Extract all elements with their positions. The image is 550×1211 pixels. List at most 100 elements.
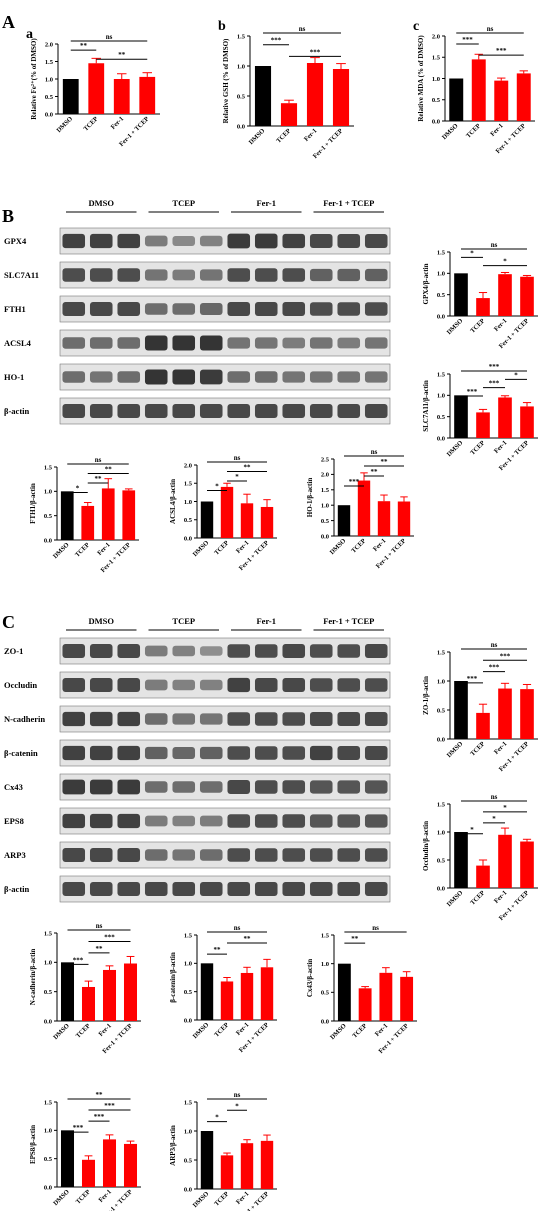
x-tick-label: DMSO: [192, 1021, 211, 1040]
significance-label: ***: [462, 36, 473, 44]
bar: [88, 63, 105, 114]
x-tick-label: DMSO: [441, 122, 460, 141]
blot-band: [62, 302, 86, 316]
significance-label: **: [381, 458, 389, 466]
blot-band: [117, 678, 141, 692]
bar: [520, 841, 534, 888]
x-tick-label: TCEP: [82, 115, 99, 132]
bar: [240, 972, 254, 1020]
significance-label: *: [235, 1102, 239, 1110]
blot-row-label: β-actin: [4, 406, 30, 416]
blot-band: [337, 678, 361, 692]
blot-row-label: N-cadherin: [4, 714, 45, 724]
y-tick-label: 2.0: [432, 33, 440, 40]
blot-band: [89, 882, 113, 896]
y-tick-label: 0.0: [432, 118, 440, 125]
bar: [102, 969, 117, 1021]
y-tick-label: 1.0: [237, 63, 245, 70]
y-tick-label: 0.0: [437, 313, 445, 320]
bar: [240, 1143, 254, 1189]
blot-strip: [59, 261, 391, 289]
blot-band: [254, 678, 278, 692]
panel-letter-c: C: [2, 612, 15, 632]
blot-band: [309, 644, 333, 658]
blot-band: [337, 371, 361, 383]
blot-group-label: Fer-1: [256, 198, 276, 208]
blot-band: [117, 233, 141, 249]
blot-group-label: TCEP: [172, 616, 195, 626]
bar: [254, 66, 272, 126]
x-tick-label: Fer-1: [493, 439, 509, 455]
blot-band: [62, 711, 86, 727]
y-tick-label: 1.0: [184, 1128, 192, 1135]
blot-band: [337, 848, 361, 862]
significance-label: **: [95, 475, 103, 483]
bar: [520, 276, 534, 316]
y-tick-label: 1.5: [432, 55, 441, 62]
bar: [280, 103, 298, 126]
blot-band: [309, 882, 333, 896]
blot-band: [199, 679, 223, 691]
bar: [113, 79, 130, 114]
x-tick-label: Fer-1: [235, 1021, 251, 1037]
blot-band: [337, 712, 361, 726]
blot-band: [227, 780, 251, 794]
blot-band: [337, 814, 361, 828]
significance-label: ns: [491, 241, 498, 249]
bar-chart-4: 0.0 0.5 1.0 1.5 SLC7A11/β-actin DMSO TCEP Fer-1…: [422, 363, 538, 472]
blot-band: [282, 712, 306, 726]
x-tick-label: Fer-1: [493, 740, 509, 756]
blot-band: [364, 404, 388, 418]
blot-band: [172, 713, 196, 725]
bar: [498, 397, 512, 438]
blot-band: [144, 404, 168, 418]
bar-chart-9: 0.0 0.5 1.0 1.5 Occludin/β-actin DMSO TCEP Fer-…: [422, 793, 538, 922]
blot-band: [62, 848, 86, 862]
x-tick-label: Fer-1: [235, 1190, 251, 1206]
y-tick-label: 1.5: [184, 932, 193, 939]
blot-strip: [59, 807, 391, 835]
blot-row-label: HO-1: [4, 372, 24, 382]
blot-row-label: Occludin: [4, 680, 37, 690]
y-tick-label: 1.5: [45, 59, 54, 66]
blot-band: [172, 303, 196, 315]
blot-band: [282, 233, 306, 249]
significance-label: *: [470, 249, 474, 257]
x-tick-label: TCEP: [469, 439, 486, 456]
blot-band: [309, 268, 333, 282]
bar: [260, 967, 274, 1020]
bar: [101, 488, 115, 540]
blot-row-label: ACSL4: [4, 338, 32, 348]
blot-band: [172, 679, 196, 691]
blot-band: [89, 779, 113, 795]
blot-band: [89, 644, 113, 658]
blot-band: [337, 746, 361, 760]
blot-band: [62, 882, 86, 896]
y-tick-label: 0.5: [237, 93, 246, 100]
x-tick-label: Fer-1: [489, 122, 505, 138]
blot-band: [62, 678, 86, 692]
y-tick-label: 1.5: [321, 932, 330, 939]
bar: [60, 491, 74, 540]
bar: [476, 298, 490, 316]
x-tick-label: TCEP: [74, 541, 91, 558]
y-axis-label: Cx43/β-actin: [306, 959, 314, 997]
blot-band: [172, 747, 196, 759]
y-tick-label: 0.5: [437, 292, 446, 299]
significance-label: ns: [491, 641, 498, 649]
blot-band: [282, 371, 306, 383]
y-tick-label: 1.0: [184, 499, 192, 506]
x-tick-label: DMSO: [446, 317, 465, 336]
significance-label: **: [351, 935, 359, 943]
blot-band: [89, 848, 113, 862]
blot-band: [309, 848, 333, 862]
y-tick-label: 1.0: [437, 271, 445, 278]
x-tick-label: Fer-1: [493, 317, 509, 333]
y-tick-label: 1.5: [44, 1099, 53, 1106]
blot-band: [364, 678, 388, 692]
y-tick-label: 0.0: [44, 1184, 52, 1191]
blot-band: [254, 644, 278, 658]
blot-band: [227, 677, 251, 693]
significance-label: **: [371, 468, 379, 476]
